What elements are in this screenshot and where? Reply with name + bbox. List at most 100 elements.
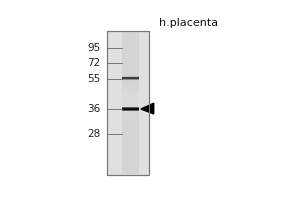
- Bar: [122, 129, 139, 131]
- Bar: [122, 109, 139, 110]
- Bar: [122, 110, 139, 111]
- Bar: [122, 150, 139, 153]
- Bar: [122, 79, 139, 82]
- Bar: [122, 136, 139, 139]
- Bar: [122, 78, 139, 79]
- Bar: [122, 107, 139, 108]
- Bar: [122, 78, 139, 79]
- Bar: [122, 79, 139, 80]
- Bar: [122, 105, 139, 108]
- Bar: [122, 107, 139, 108]
- Bar: [122, 32, 139, 34]
- Bar: [122, 153, 139, 155]
- Bar: [122, 39, 139, 41]
- Bar: [122, 108, 139, 109]
- Text: 28: 28: [87, 129, 100, 139]
- Bar: [122, 110, 139, 111]
- Bar: [122, 110, 139, 111]
- Bar: [122, 77, 139, 78]
- Bar: [122, 165, 139, 167]
- Bar: [122, 79, 139, 80]
- Bar: [122, 41, 139, 44]
- Bar: [122, 160, 139, 162]
- Bar: [122, 109, 139, 110]
- Bar: [122, 72, 139, 74]
- Bar: [122, 79, 139, 80]
- Bar: [122, 48, 139, 51]
- Bar: [122, 77, 139, 78]
- Bar: [122, 109, 139, 110]
- Bar: [122, 36, 139, 39]
- Bar: [122, 63, 139, 65]
- Bar: [122, 107, 139, 108]
- Bar: [122, 107, 139, 108]
- Text: h.placenta: h.placenta: [159, 18, 218, 28]
- Text: 72: 72: [87, 58, 100, 68]
- Bar: [122, 93, 139, 96]
- Bar: [122, 112, 139, 115]
- Bar: [122, 141, 139, 143]
- Bar: [122, 107, 139, 108]
- Bar: [122, 78, 139, 79]
- Text: 55: 55: [87, 74, 100, 84]
- Bar: [122, 106, 139, 107]
- Bar: [122, 108, 139, 109]
- Text: 36: 36: [87, 104, 100, 114]
- Bar: [122, 107, 139, 108]
- Bar: [122, 110, 139, 111]
- Bar: [122, 65, 139, 67]
- Bar: [122, 78, 139, 79]
- Bar: [122, 143, 139, 146]
- Bar: [122, 80, 139, 81]
- Bar: [122, 108, 139, 109]
- Bar: [122, 91, 139, 93]
- Bar: [122, 109, 139, 110]
- Bar: [122, 84, 139, 86]
- Bar: [122, 108, 139, 109]
- Bar: [122, 108, 139, 110]
- Bar: [122, 77, 139, 78]
- Bar: [122, 76, 139, 77]
- Bar: [122, 110, 139, 111]
- Bar: [122, 108, 139, 109]
- Bar: [122, 89, 139, 91]
- Bar: [122, 77, 139, 78]
- Bar: [122, 46, 139, 48]
- Bar: [122, 115, 139, 117]
- Bar: [122, 60, 139, 63]
- Bar: [122, 124, 139, 127]
- Bar: [122, 82, 139, 84]
- Polygon shape: [141, 103, 154, 114]
- Bar: [122, 76, 139, 77]
- Bar: [122, 107, 139, 108]
- Bar: [122, 76, 139, 77]
- Bar: [122, 167, 139, 169]
- Bar: [122, 77, 139, 78]
- Bar: [122, 79, 139, 80]
- Bar: [122, 51, 139, 53]
- Bar: [122, 78, 139, 79]
- Bar: [122, 107, 139, 108]
- Bar: [122, 77, 139, 79]
- Text: 95: 95: [87, 43, 100, 53]
- Bar: [122, 146, 139, 148]
- Bar: [107, 31, 149, 175]
- Bar: [122, 78, 139, 79]
- Bar: [122, 76, 139, 77]
- Bar: [122, 108, 139, 109]
- Bar: [122, 110, 139, 111]
- Bar: [122, 148, 139, 150]
- Bar: [122, 32, 139, 174]
- Bar: [122, 134, 139, 136]
- Bar: [122, 107, 139, 108]
- Bar: [122, 110, 139, 111]
- Bar: [122, 86, 139, 89]
- Bar: [122, 162, 139, 165]
- Bar: [122, 109, 139, 110]
- Bar: [122, 78, 139, 79]
- Bar: [122, 111, 139, 112]
- Bar: [122, 79, 139, 80]
- Bar: [122, 111, 139, 112]
- Bar: [122, 44, 139, 46]
- Bar: [122, 108, 139, 109]
